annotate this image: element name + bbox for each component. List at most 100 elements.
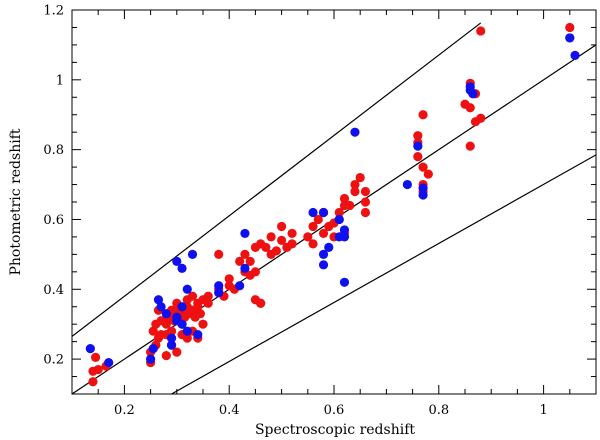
blue-point xyxy=(339,225,350,235)
blue-point xyxy=(177,302,187,312)
red-point xyxy=(235,256,245,266)
red-point xyxy=(418,110,428,120)
red-point xyxy=(334,207,344,218)
red-point xyxy=(360,186,371,197)
blue-point xyxy=(85,344,95,354)
blue-point xyxy=(161,309,171,319)
red-point xyxy=(465,103,475,113)
red-point xyxy=(245,256,255,266)
blue-point xyxy=(318,249,329,259)
red-point xyxy=(308,221,318,232)
blue-point xyxy=(166,333,177,343)
red-point xyxy=(287,239,297,249)
red-point xyxy=(313,214,323,225)
y-tick-label: 0.8 xyxy=(43,143,64,158)
red-point xyxy=(277,235,287,245)
x-tick-label: 0.2 xyxy=(114,403,135,418)
blue-point xyxy=(339,277,350,287)
red-point xyxy=(350,186,360,197)
blue-point xyxy=(324,242,334,252)
blue-point xyxy=(318,207,329,218)
red-point xyxy=(318,228,329,239)
upper-bound-line xyxy=(72,22,482,337)
blue-point xyxy=(177,319,187,329)
x-tick-label: 0.4 xyxy=(219,403,240,418)
blue-point xyxy=(177,263,187,273)
y-tick-label: 1 xyxy=(56,73,64,88)
red-point xyxy=(261,242,271,252)
red-point xyxy=(350,179,360,190)
lower-bound-line xyxy=(171,154,596,394)
red-point xyxy=(308,239,318,249)
blue-point xyxy=(418,190,428,200)
red-point xyxy=(203,291,213,301)
y-tick-label: 0.2 xyxy=(43,353,64,368)
red-point xyxy=(418,162,428,172)
blue-point xyxy=(350,127,360,137)
blue-point xyxy=(182,326,192,336)
red-point xyxy=(88,377,98,387)
blue-point xyxy=(153,295,164,305)
blue-point xyxy=(318,260,329,270)
blue-point xyxy=(402,179,412,190)
blue-point xyxy=(214,281,224,291)
blue-point xyxy=(235,281,245,291)
red-point xyxy=(214,249,224,259)
y-tick-label: 0.6 xyxy=(43,213,64,228)
y-tick-label: 1.2 xyxy=(43,4,64,19)
blue-point xyxy=(413,141,423,151)
red-point xyxy=(413,152,423,162)
red-point xyxy=(303,232,313,242)
red-point xyxy=(195,309,205,319)
red-point xyxy=(161,319,171,329)
blue-point xyxy=(418,183,428,193)
red-point xyxy=(148,326,158,336)
red-point xyxy=(360,197,371,207)
red-point xyxy=(277,221,287,232)
blue-point xyxy=(334,214,344,225)
blue-point xyxy=(570,50,580,60)
x-tick-label: 0.8 xyxy=(428,403,449,418)
red-point xyxy=(360,207,371,218)
red-point xyxy=(476,113,486,123)
blue-point xyxy=(182,284,192,294)
blue-point xyxy=(240,228,250,239)
red-point xyxy=(355,172,365,183)
y-axis-label: Photometric redshift xyxy=(8,128,24,275)
plot-frame xyxy=(71,9,597,395)
blue-point xyxy=(156,302,166,312)
red-point xyxy=(287,228,297,239)
blue-point xyxy=(565,33,575,43)
x-axis-label: Spectroscopic redshift xyxy=(255,422,415,438)
red-point xyxy=(166,326,177,336)
red-point xyxy=(565,22,575,33)
red-point xyxy=(250,267,260,277)
blue-point xyxy=(148,344,158,354)
red-point xyxy=(93,364,103,375)
blue-point xyxy=(240,263,250,273)
blue-point xyxy=(172,312,182,322)
y-tick-label: 0.4 xyxy=(43,283,64,298)
blue-point xyxy=(214,288,224,298)
blue-point xyxy=(172,256,182,266)
blue-point xyxy=(468,89,478,99)
x-tick-label: 1 xyxy=(539,403,547,418)
blue-point xyxy=(465,82,475,92)
red-point xyxy=(345,200,355,211)
x-tick-label: 0.6 xyxy=(324,403,345,418)
red-point xyxy=(339,193,350,204)
blue-point xyxy=(104,357,114,368)
red-point xyxy=(161,351,171,361)
red-point xyxy=(423,169,433,179)
red-point xyxy=(266,232,276,242)
red-point xyxy=(256,298,266,308)
blue-point xyxy=(308,207,318,218)
blue-point xyxy=(193,330,203,340)
blue-point xyxy=(166,340,177,350)
red-point xyxy=(476,26,486,36)
red-point xyxy=(90,352,101,362)
red-point xyxy=(187,291,198,301)
red-point xyxy=(224,274,234,284)
red-point xyxy=(240,249,250,259)
